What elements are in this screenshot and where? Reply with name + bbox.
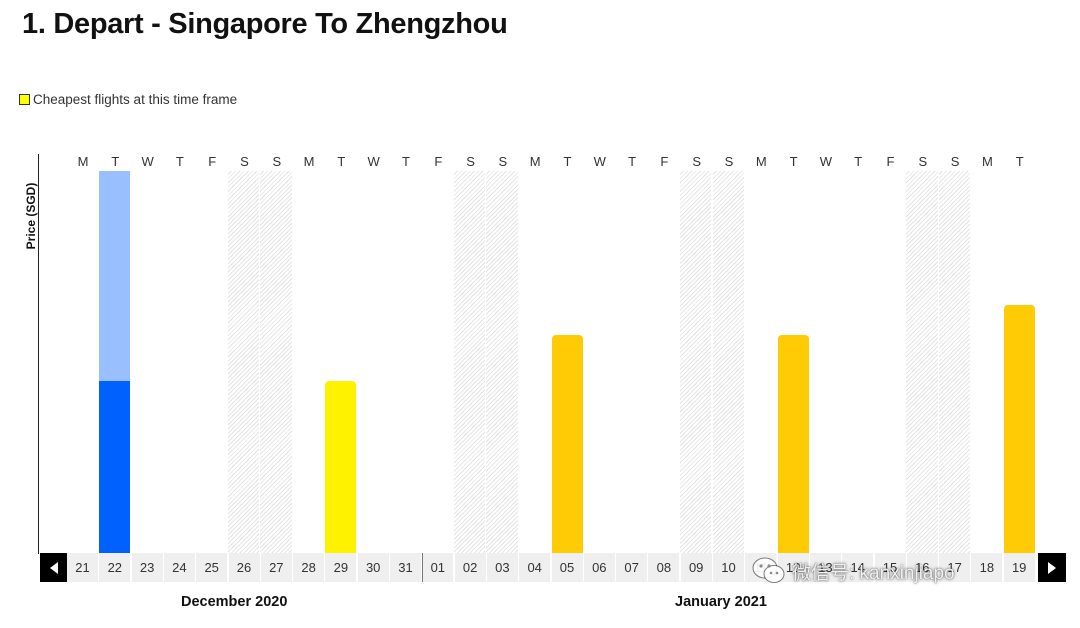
weekend-shade [454, 171, 486, 553]
legend-label: Cheapest flights at this time frame [33, 92, 238, 107]
date-cell-07[interactable]: 07 [616, 553, 649, 582]
date-cell-29[interactable]: 29 [325, 553, 358, 582]
price-bar-fill [1003, 304, 1035, 553]
watermark-text: 微信号: kanxinjiapo [792, 562, 955, 584]
day-of-week-label: W [141, 154, 154, 169]
day-of-week-label: T [854, 154, 863, 169]
right-arrow-icon [1048, 561, 1056, 574]
date-cell-31[interactable]: 31 [390, 553, 422, 582]
date-cell-21[interactable]: 21 [67, 553, 99, 582]
weekend-shade [712, 171, 744, 553]
day-of-week-label: M [529, 154, 541, 169]
day-of-week-label: M [981, 154, 993, 169]
weekend-shade [906, 171, 938, 553]
day-of-week-label: S [918, 154, 928, 169]
price-bar-19[interactable] [1003, 171, 1035, 553]
day-of-week-label: S [724, 154, 734, 169]
day-of-week-label: S [466, 154, 475, 169]
date-cell-13[interactable]: 13 [809, 553, 842, 582]
y-axis-label: Price (SGD) [24, 182, 38, 250]
day-of-week-label: T [175, 154, 184, 169]
left-arrow-icon [50, 561, 58, 574]
day-of-week-label: S [950, 154, 960, 169]
date-cell-04[interactable]: 04 [519, 553, 552, 582]
day-of-week-label: M [77, 154, 89, 169]
date-cell-08[interactable]: 08 [648, 553, 681, 582]
price-bar-fill [325, 381, 357, 553]
date-cell-10[interactable]: 10 [713, 553, 745, 582]
watermark: 微信号: kanxinjiapo [752, 556, 955, 586]
day-of-week-label: F [886, 154, 895, 169]
day-of-week-label: F [208, 154, 217, 169]
wechat-icon [752, 557, 785, 583]
day-of-week-label: T [789, 154, 798, 169]
legend: Cheapest flights at this time frame [19, 92, 237, 107]
date-cell-26[interactable]: 26 [228, 553, 261, 582]
price-bar-22[interactable] [99, 171, 131, 553]
date-cell-02[interactable]: 02 [454, 553, 487, 582]
month-label-december: December 2020 [181, 594, 288, 610]
page-title: 1. Depart - Singapore To Zhengzhou [22, 8, 508, 40]
date-cell-03[interactable]: 03 [486, 553, 519, 582]
date-cell-30[interactable]: 30 [357, 553, 390, 582]
weekend-shade [486, 171, 518, 553]
date-cell-01[interactable]: 01 [422, 553, 455, 582]
day-of-week-label: S [498, 154, 508, 169]
day-of-week-label: F [434, 154, 443, 169]
weekend-shade [680, 171, 712, 553]
date-cell-14[interactable]: 14 [842, 553, 875, 582]
date-cell-25[interactable]: 25 [196, 553, 229, 582]
date-cell-22[interactable]: 22 [99, 553, 132, 582]
day-of-week-label: S [240, 154, 249, 169]
date-cell-09[interactable]: 09 [680, 553, 713, 582]
date-cell-28[interactable]: 28 [293, 553, 326, 582]
month-label-january: January 2021 [675, 594, 767, 610]
date-cell-19[interactable]: 19 [1003, 553, 1036, 582]
day-of-week-label: F [660, 154, 669, 169]
weekend-shade [260, 171, 292, 553]
date-cell-15[interactable]: 15 [874, 553, 907, 582]
price-bar-29[interactable] [325, 171, 357, 553]
weekend-shade [938, 171, 970, 553]
day-of-week-label: M [755, 154, 767, 169]
price-bar-fill [99, 381, 131, 553]
day-of-week-label: T [563, 154, 572, 169]
day-of-week-label: W [367, 154, 380, 169]
date-cell-17[interactable]: 17 [939, 553, 972, 582]
previous-week-button[interactable] [40, 553, 68, 582]
price-bar-12[interactable] [777, 171, 809, 553]
date-cell-18[interactable]: 18 [971, 553, 1004, 582]
date-cell-16[interactable]: 16 [906, 553, 939, 582]
day-of-week-label: S [272, 154, 282, 169]
day-of-week-label: W [819, 154, 833, 169]
price-bar-fill [551, 335, 583, 553]
day-of-week-label: T [402, 154, 410, 169]
price-bar-fill [777, 335, 809, 553]
date-cell-05[interactable]: 05 [551, 553, 584, 582]
date-cell-06[interactable]: 06 [583, 553, 616, 582]
day-of-week-label: T [1015, 154, 1024, 169]
day-of-week-label: T [337, 154, 346, 169]
date-cell-24[interactable]: 24 [163, 553, 196, 582]
day-of-week-label: M [303, 154, 315, 169]
next-week-button[interactable] [1038, 553, 1066, 582]
day-of-week-label: S [692, 154, 702, 169]
date-cell-27[interactable]: 27 [260, 553, 293, 582]
day-of-week-label: T [111, 154, 120, 169]
weekend-shade [228, 171, 260, 553]
day-of-week-label: T [628, 154, 637, 169]
legend-swatch [19, 94, 30, 105]
day-of-week-label: W [593, 154, 606, 169]
month-divider [422, 553, 423, 582]
date-cell-23[interactable]: 23 [131, 553, 164, 582]
y-axis-line [38, 154, 39, 554]
price-bar-05[interactable] [551, 171, 583, 553]
